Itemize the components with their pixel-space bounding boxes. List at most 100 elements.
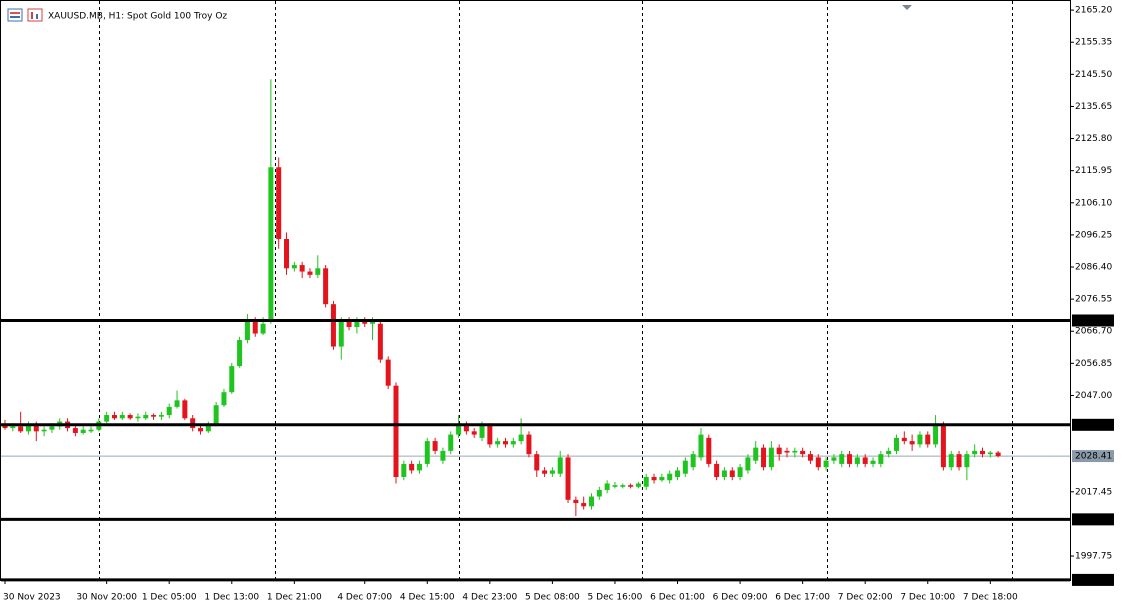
candle-body bbox=[557, 457, 563, 474]
y-tick-label: 2047.00 bbox=[1075, 391, 1112, 401]
candle-body bbox=[847, 454, 853, 464]
candle-body bbox=[940, 424, 946, 468]
candle-body bbox=[127, 415, 133, 419]
candle-body bbox=[721, 470, 727, 477]
candle-body bbox=[104, 415, 110, 422]
icon-part bbox=[10, 16, 20, 18]
candle-body bbox=[158, 415, 164, 417]
candle-body bbox=[792, 450, 798, 453]
y-tick-label: 2165.20 bbox=[1075, 6, 1112, 16]
y-tick-label: 2086.40 bbox=[1075, 263, 1112, 273]
level-tag bbox=[1072, 418, 1114, 431]
x-tick-label: 1 Dec 05:00 bbox=[142, 593, 197, 603]
level-label: 2070.00 bbox=[1075, 316, 1112, 326]
candle-body bbox=[862, 457, 868, 464]
candle-body bbox=[416, 463, 422, 471]
candle-body bbox=[581, 503, 587, 507]
level-label: 1990.43 bbox=[1075, 575, 1112, 585]
candle-body bbox=[651, 476, 657, 481]
candle-body bbox=[831, 457, 837, 461]
candle-body bbox=[534, 454, 540, 471]
candle-body bbox=[667, 473, 673, 481]
candle-body bbox=[330, 304, 336, 347]
candle-body bbox=[268, 167, 274, 321]
level-tag bbox=[1072, 513, 1114, 526]
icon-part bbox=[31, 12, 33, 19]
candle-body bbox=[111, 415, 117, 419]
candle-body bbox=[409, 463, 415, 471]
candle-body bbox=[518, 434, 524, 442]
candle-body bbox=[917, 434, 923, 445]
candle-body bbox=[487, 424, 493, 445]
candle-body bbox=[424, 441, 430, 464]
candle-body bbox=[151, 415, 157, 417]
candle-body bbox=[909, 441, 915, 445]
y-tick-label: 2135.65 bbox=[1075, 102, 1112, 112]
candle-body bbox=[244, 320, 250, 341]
candle-body bbox=[229, 366, 235, 393]
candle-body bbox=[377, 323, 383, 360]
candle-body bbox=[729, 470, 735, 477]
y-tick-label: 2066.70 bbox=[1075, 327, 1112, 337]
level-tag bbox=[1072, 573, 1114, 586]
icon[interactable] bbox=[7, 8, 23, 22]
candle-body bbox=[737, 467, 743, 477]
candle-body bbox=[682, 460, 688, 474]
price-tag bbox=[1072, 450, 1114, 463]
candle-body bbox=[807, 454, 813, 461]
candle-body bbox=[354, 320, 360, 328]
candle-body bbox=[604, 483, 610, 491]
candle-body bbox=[463, 424, 469, 432]
candle-body bbox=[948, 454, 954, 468]
candle-body bbox=[18, 426, 24, 432]
candle-body bbox=[471, 431, 477, 435]
candle-body bbox=[88, 429, 94, 432]
candle-body bbox=[628, 485, 634, 487]
candle-body bbox=[635, 483, 641, 487]
candle-body bbox=[252, 320, 258, 334]
candle-body bbox=[612, 485, 618, 487]
icon-part bbox=[10, 12, 20, 14]
candle-body bbox=[323, 268, 329, 305]
candle-body bbox=[675, 470, 681, 477]
candle-body bbox=[362, 320, 368, 324]
candle-body bbox=[714, 463, 720, 477]
x-tick-label: 6 Dec 01:00 bbox=[650, 593, 705, 603]
y-tick-label: 2076.55 bbox=[1075, 295, 1112, 305]
x-tick-label: 1 Dec 21:00 bbox=[267, 593, 322, 603]
candle-body bbox=[596, 490, 602, 497]
x-tick-label: 6 Dec 17:00 bbox=[775, 593, 830, 603]
candle-body bbox=[182, 400, 188, 419]
candle-body bbox=[135, 416, 141, 419]
x-tick-label: 5 Dec 08:00 bbox=[525, 593, 580, 603]
candle-body bbox=[956, 454, 962, 468]
candle-body bbox=[854, 457, 860, 464]
icon[interactable] bbox=[27, 8, 43, 22]
candle-body bbox=[565, 457, 571, 500]
candle-body bbox=[768, 447, 774, 468]
candle-body bbox=[143, 415, 149, 419]
candle-body bbox=[299, 265, 305, 272]
candle-body bbox=[205, 424, 211, 432]
candle-body bbox=[174, 400, 180, 407]
candle-body bbox=[800, 450, 806, 455]
y-tick-label: 2125.80 bbox=[1075, 134, 1112, 144]
shift-marker[interactable] bbox=[902, 5, 912, 10]
candle-body bbox=[745, 457, 751, 471]
candle-body bbox=[346, 320, 352, 328]
candle-body bbox=[479, 424, 485, 438]
candle-body bbox=[933, 424, 939, 445]
candle-body bbox=[315, 268, 321, 275]
candle-body bbox=[33, 424, 39, 432]
candle-body bbox=[964, 454, 970, 468]
candle-body bbox=[995, 452, 1001, 457]
candle-body bbox=[166, 406, 172, 416]
candle-body bbox=[49, 426, 55, 430]
candle-body bbox=[823, 460, 829, 468]
y-tick-label: 2096.25 bbox=[1075, 230, 1112, 240]
candle-body bbox=[393, 385, 399, 477]
candle-body bbox=[401, 463, 407, 477]
level-label: 2009.00 bbox=[1075, 515, 1112, 525]
candle-body bbox=[440, 450, 446, 461]
candle-body bbox=[260, 323, 266, 334]
